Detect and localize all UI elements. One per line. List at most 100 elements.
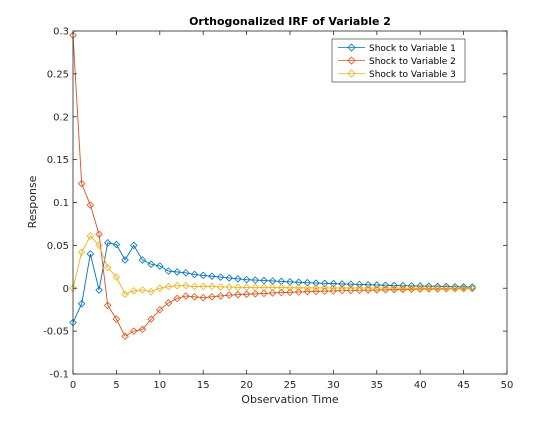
x-tick-label: 20 [240,380,253,391]
series-1-point [242,275,251,284]
series-2-point [86,201,95,209]
series-3-point [138,286,147,294]
series-2-point [329,287,338,295]
y-tick-label: 0.3 [53,27,69,38]
series-2-point [164,299,173,307]
series-2-point [121,332,129,341]
y-tick-label: -0.05 [43,327,69,338]
series-3-point [216,283,225,291]
y-tick-label: 0.2 [53,112,69,123]
series-3-point [164,282,173,291]
series-1-point [303,278,312,287]
y-tick-label: 0 [63,284,69,295]
series-2-point [112,315,121,323]
series-1-point [129,241,138,250]
series-3-point [225,283,234,291]
series-1-point [225,274,234,282]
series-1-point [86,250,95,258]
series-1-point [390,281,398,290]
series-1-point [468,283,477,291]
legend-swatch-marker-2 [347,56,356,65]
plot-area [73,31,507,374]
series-2-point [77,179,86,188]
series-1-point [312,279,320,287]
series-2-point [138,325,147,334]
x-tick-label: 30 [327,380,340,391]
series-1-point [190,270,199,279]
series-2-point [173,294,181,303]
series-3-point [399,284,407,292]
legend-label-2: Shock to Variable 2 [369,57,456,67]
series-2-point [277,288,286,297]
x-tick-label: 25 [284,380,297,391]
series-3-point [77,248,86,257]
series-2-point [294,288,303,296]
series-3-point [286,283,294,292]
legend: Shock to Variable 1 Shock to Variable 2 … [331,38,466,83]
series-2-point [303,287,312,296]
series-2-point [156,305,164,314]
series-3-point [329,284,338,292]
series-2-point [129,327,138,335]
series-3-point [442,284,451,293]
series-3-point [390,284,398,292]
series-3-point [425,284,433,292]
series-3-point [416,284,424,292]
series-3-point [251,283,260,292]
x-tick-label: 40 [414,380,427,391]
series-3-point [147,287,155,296]
legend-entry-3: Shock to Variable 3 [338,69,456,80]
series-1-point [77,299,86,308]
series-3-point [468,284,477,293]
series-2-point [199,293,207,302]
series-3-point [451,284,459,293]
series-3-point [156,284,164,293]
series-1-point [251,276,260,284]
y-tick-label: -0.1 [49,370,69,381]
series-2-point [103,301,112,310]
series-1-point [112,240,121,249]
series-3-point [320,284,329,292]
legend-entry-2: Shock to Variable 2 [338,56,456,67]
series-1-point [173,268,181,276]
series-3-point [95,241,103,250]
series-3-point [364,284,372,292]
x-tick-label: 50 [501,380,514,391]
series-2-point [286,288,294,297]
series-2-point [225,291,234,299]
series-3-point [433,284,442,292]
x-tick-label: 35 [370,380,383,391]
series-1-point [199,271,207,280]
series-1-point [442,282,451,291]
x-tick-label: 10 [153,380,166,391]
series-3-point [112,273,121,281]
y-tick-label: 0.05 [47,241,69,252]
series-2-point [234,290,242,299]
y-tick-label: 0.1 [53,198,69,209]
series-3-point [199,282,207,291]
series-3-point [103,263,112,272]
series-2-point [260,289,268,298]
series-3-point [121,290,129,299]
series-2-point [208,293,216,301]
series-2-point [268,289,277,297]
series-3-point [303,284,312,292]
series-2-point [242,290,251,299]
chart-title: Orthogonalized IRF of Variable 2 [189,15,391,28]
series-3-point [294,283,303,292]
series-2-point [190,293,199,301]
series-2-point [95,230,103,238]
series-1-point [433,282,442,291]
series-1-point [95,286,103,294]
series-2-point [182,292,190,300]
legend-swatch-marker-3 [347,69,356,78]
series-2-point [312,287,320,296]
series-2-point [390,285,398,294]
series-1-point [138,256,147,264]
series-2-point [320,287,329,295]
series-1-point [320,279,329,288]
series-3-point [459,284,468,293]
series-3-point [277,283,286,292]
